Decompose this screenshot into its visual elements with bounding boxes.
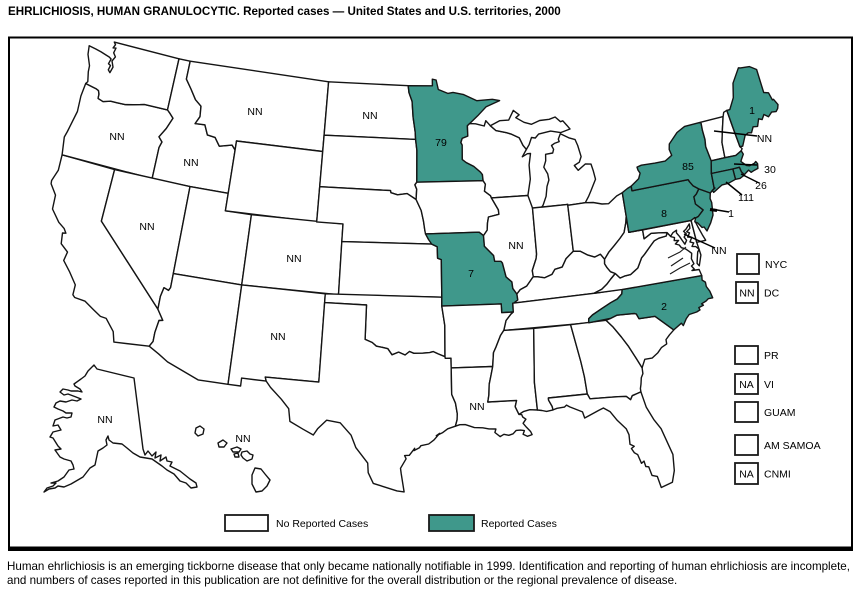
- svg-text:85: 85: [682, 161, 694, 173]
- svg-text:NN: NN: [270, 331, 285, 343]
- svg-text:NN: NN: [247, 106, 262, 118]
- svg-text:NA: NA: [739, 469, 754, 481]
- svg-text:NN: NN: [362, 110, 377, 122]
- svg-text:NA: NA: [739, 379, 754, 391]
- svg-text:NN: NN: [469, 401, 484, 413]
- svg-text:PR: PR: [764, 350, 779, 362]
- svg-text:NYC: NYC: [765, 259, 788, 271]
- svg-text:1: 1: [749, 105, 755, 117]
- svg-text:NN: NN: [235, 433, 250, 445]
- svg-text:No Reported Cases: No Reported Cases: [276, 518, 368, 530]
- svg-text:AM SAMOA: AM SAMOA: [764, 440, 821, 452]
- svg-text:DC: DC: [764, 288, 780, 300]
- svg-text:26: 26: [755, 180, 767, 192]
- svg-text:GUAM: GUAM: [764, 407, 796, 419]
- svg-text:30: 30: [764, 164, 776, 176]
- svg-text:NN: NN: [286, 253, 301, 265]
- svg-text:Reported Cases: Reported Cases: [481, 518, 557, 530]
- svg-text:7: 7: [468, 268, 474, 280]
- svg-text:NN: NN: [711, 245, 726, 257]
- svg-text:2: 2: [661, 301, 667, 313]
- svg-text:NN: NN: [757, 133, 772, 145]
- svg-text:NN: NN: [139, 221, 154, 233]
- svg-text:NN: NN: [508, 240, 523, 252]
- svg-text:8: 8: [661, 208, 667, 220]
- svg-text:1: 1: [728, 208, 734, 220]
- svg-text:NN: NN: [183, 157, 198, 169]
- svg-text:111: 111: [738, 192, 754, 204]
- svg-text:NN: NN: [739, 288, 754, 300]
- svg-text:NN: NN: [109, 131, 124, 143]
- svg-text:VI: VI: [764, 379, 774, 391]
- svg-text:79: 79: [435, 137, 447, 149]
- svg-text:CNMI: CNMI: [764, 469, 791, 481]
- svg-text:NN: NN: [97, 414, 112, 426]
